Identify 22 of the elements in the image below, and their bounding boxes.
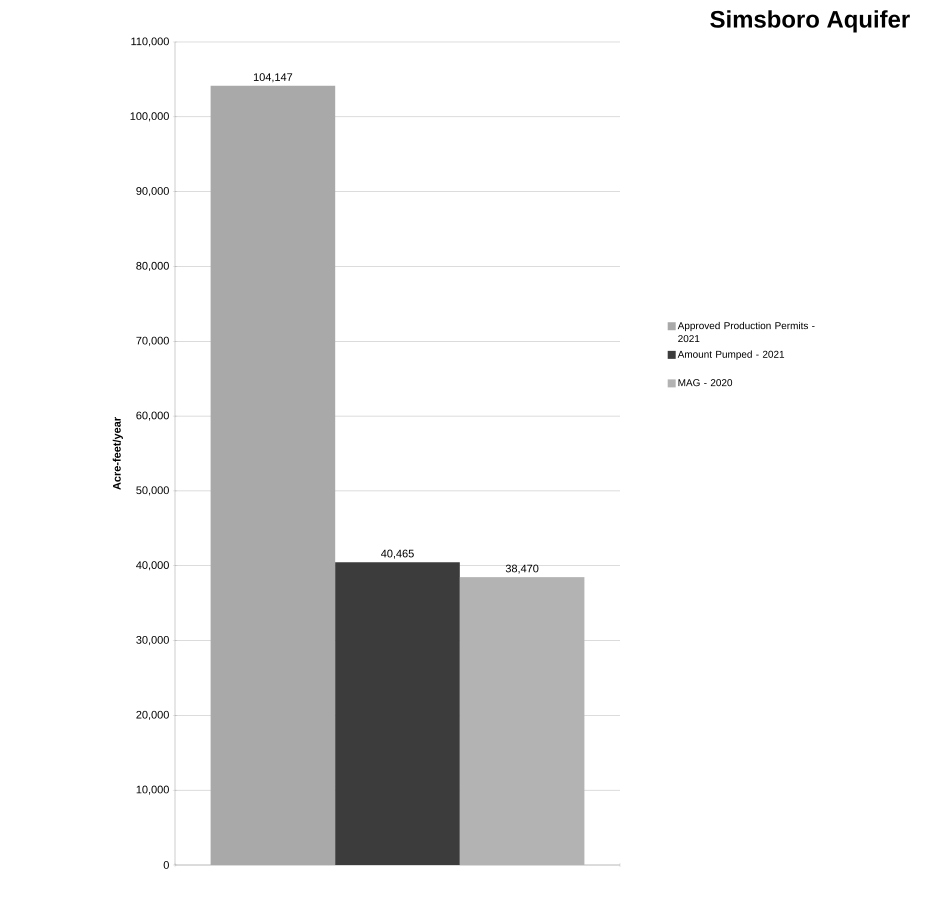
y-tick-label: 80,000 (136, 262, 169, 271)
y-tick-label: 10,000 (136, 786, 169, 795)
y-tick-label: 20,000 (136, 710, 169, 720)
y-tick-label: 50,000 (136, 486, 169, 496)
data-label: 40,465 (380, 550, 414, 559)
y-axis-title: Acre-feet/year (112, 417, 123, 490)
bar (460, 577, 584, 865)
data-label: 38,470 (506, 564, 538, 574)
legend-label: MAG - 2020 (678, 379, 732, 386)
bar (335, 562, 460, 865)
data-label: 104,147 (254, 73, 292, 82)
text: Simsboro Aquifer (710, 10, 910, 32)
legend-label: Amount Pumped - 2021 (678, 350, 784, 360)
y-tick-label: 110,000 (131, 37, 169, 47)
legend-label: Approved Production Permits - 2021 (678, 322, 815, 342)
y-tick-label: 100,000 (130, 112, 169, 122)
y-tick-label: 90,000 (136, 187, 169, 196)
y-tick-label: 30,000 (136, 636, 169, 646)
y-tick-label: 40,000 (136, 561, 169, 570)
y-tick-label: 60,000 (136, 412, 169, 421)
y-tick-label: 0 (164, 861, 169, 869)
y-tick-label: 70,000 (136, 336, 169, 346)
